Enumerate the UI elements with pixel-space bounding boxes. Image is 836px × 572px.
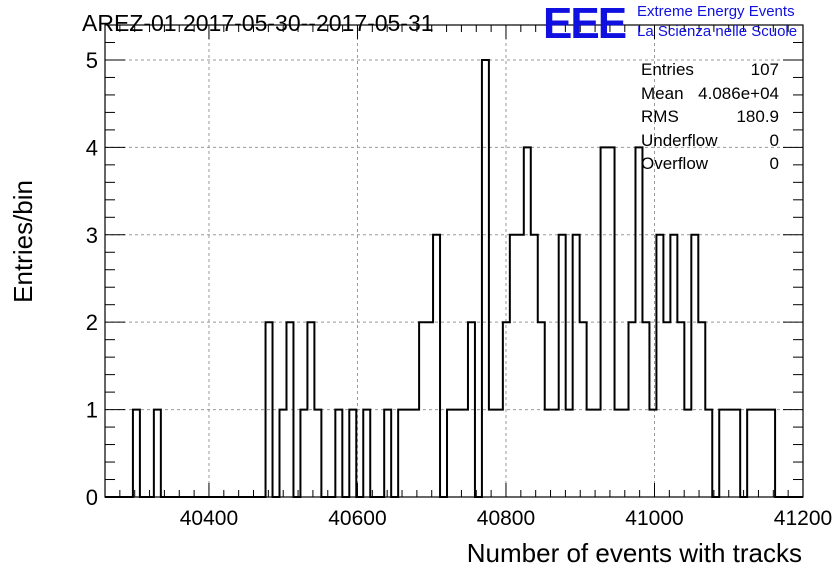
- stats-row-mean: Mean 4.086e+04: [641, 84, 779, 108]
- logo-line-2: La Scienza nelle Scuole: [637, 23, 798, 40]
- stats-value: 0: [769, 154, 779, 173]
- logo-line-1: Extreme Energy Events: [637, 3, 795, 20]
- stats-row-entries: Entries 107: [641, 60, 779, 84]
- stats-value: 107: [750, 60, 779, 79]
- y-axis-ticks: 0 1 2 3 4 5: [86, 41, 803, 510]
- stats-key: Underflow: [641, 130, 718, 150]
- y-tick-label: 3: [86, 223, 98, 248]
- y-tick-label: 0: [86, 485, 98, 510]
- eee-logo: EEE: [543, 0, 627, 48]
- y-tick-label: 2: [86, 310, 98, 335]
- stats-box: Entries 107 Mean 4.086e+04 RMS 180.9 Und…: [641, 60, 779, 178]
- stats-key: RMS: [641, 107, 679, 126]
- stats-row-overflow: Overflow 0: [641, 154, 779, 178]
- stats-value: 4.086e+04: [698, 83, 779, 103]
- stats-key: Overflow: [641, 154, 709, 173]
- x-axis-ticks: 40400 40600 40800 41000 41200: [119, 25, 832, 530]
- stats-row-underflow: Underflow 0: [641, 131, 779, 155]
- x-tick-label: 40600: [328, 507, 386, 530]
- chart-title: AREZ-01 2017-05-30--2017-05-31: [82, 10, 434, 36]
- y-tick-label: 4: [86, 135, 98, 160]
- x-tick-label: 41200: [774, 507, 832, 530]
- y-tick-label: 1: [86, 398, 98, 423]
- y-axis-label: Entries/bin: [8, 180, 38, 303]
- plot-frame: [104, 24, 804, 498]
- stats-row-rms: RMS 180.9: [641, 107, 779, 131]
- x-axis-label: Number of events with tracks: [467, 538, 802, 568]
- x-tick-label: 40400: [180, 507, 238, 530]
- stats-key: Entries: [641, 60, 694, 79]
- stats-value: 0: [769, 130, 779, 150]
- x-tick-label: 41000: [625, 507, 683, 530]
- stats-value: 180.9: [736, 107, 779, 126]
- stats-key: Mean: [641, 83, 684, 103]
- x-tick-label: 40800: [477, 507, 535, 530]
- y-tick-label: 5: [86, 48, 98, 73]
